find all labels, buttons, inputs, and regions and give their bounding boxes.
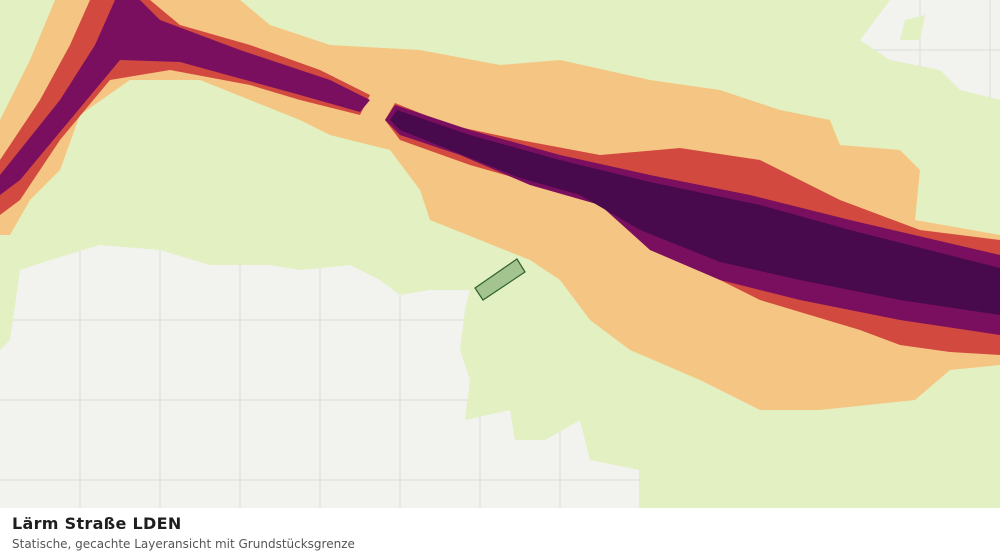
layer-title: Lärm Straße LDEN [12,514,182,533]
noise-band-65 [0,0,370,195]
footer: Lärm Straße LDEN Statische, gecachte Lay… [0,508,1000,560]
noise-band-55 [0,0,1000,410]
layer-subtitle: Statische, gecachte Layeransicht mit Gru… [12,537,355,551]
parcel-boundary [474,258,526,301]
green-patch [900,15,925,40]
noise-band-70 [390,110,1000,315]
map [0,0,1000,508]
